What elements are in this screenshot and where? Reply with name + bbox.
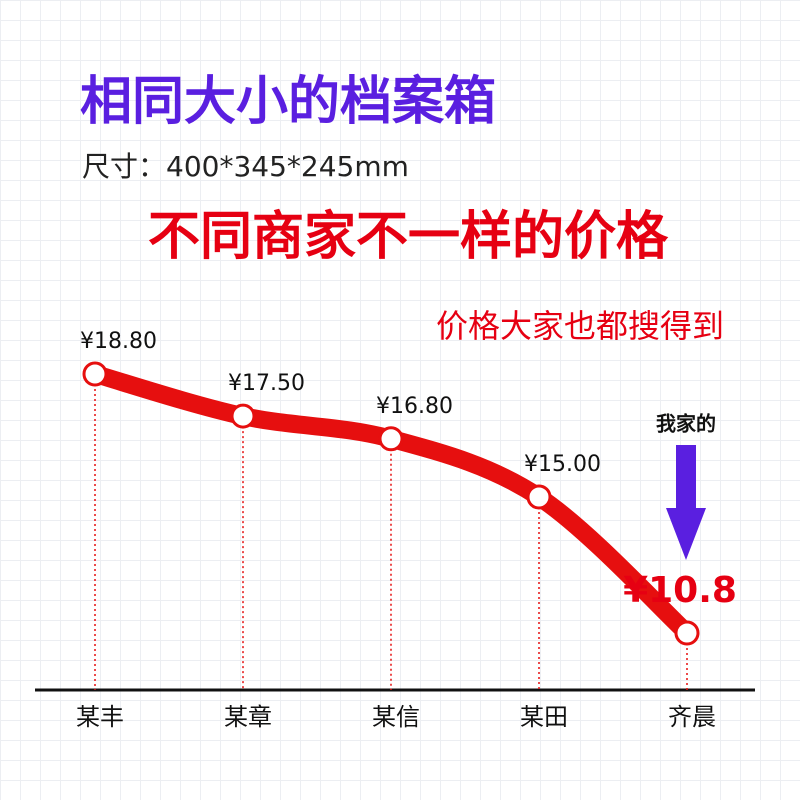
headline: 不同商家不一样的价格 bbox=[148, 207, 669, 267]
value-label: ¥10.8 bbox=[623, 570, 737, 611]
value-label: ¥17.50 bbox=[228, 371, 305, 396]
point bbox=[674, 620, 700, 646]
x-tick-label: 某信 bbox=[372, 703, 420, 731]
x-tick-label: 某章 bbox=[224, 703, 272, 731]
arrow bbox=[666, 445, 706, 560]
x-tick-label: 某丰 bbox=[76, 703, 124, 731]
annotation: 我家的 bbox=[656, 412, 716, 436]
point bbox=[526, 484, 552, 510]
subtitle: 尺寸：400*345*245mm bbox=[82, 150, 409, 183]
point bbox=[82, 361, 108, 387]
title: 相同大小的档案箱 bbox=[80, 72, 496, 132]
point bbox=[230, 403, 256, 429]
note: 价格大家也都搜得到 bbox=[436, 307, 724, 345]
x-tick-label: 某田 bbox=[520, 703, 568, 731]
point bbox=[378, 426, 404, 452]
x-tick-label: 齐晨 bbox=[668, 703, 716, 731]
value-label: ¥15.00 bbox=[524, 452, 601, 477]
value-label: ¥18.80 bbox=[80, 329, 157, 354]
value-label: ¥16.80 bbox=[376, 394, 453, 419]
